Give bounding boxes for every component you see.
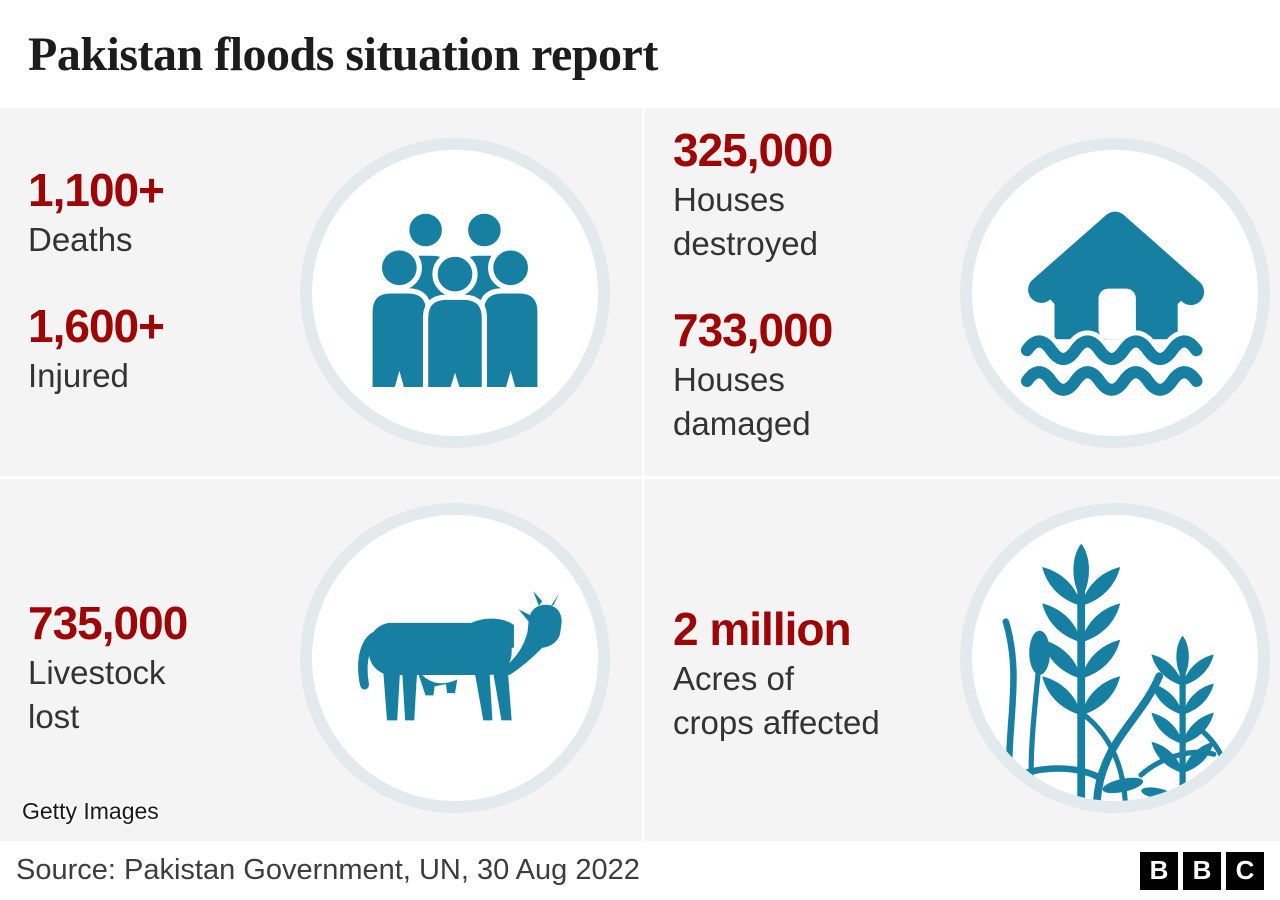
stat-crops: 2 million Acres of crops affected [673,603,880,745]
stat-houses-destroyed: 325,000 Houses destroyed [673,124,833,266]
deaths-label: Deaths [28,220,133,258]
houses-destroyed-value: 325,000 [673,124,833,176]
stat-livestock: 735,000 Livestock lost [28,597,188,739]
panel-livestock: 735,000 Livestock lost [0,479,642,841]
footer: Source: Pakistan Government, UN, 30 Aug … [0,841,1280,900]
crops-stats: 2 million Acres of crops affected [673,603,880,785]
bbc-logo-letter: B [1183,851,1221,890]
houses-damaged-value: 733,000 [673,304,833,357]
casualties-stats: 1,100+ Deaths 1,600+ Injured [28,164,165,438]
header: Pakistan floods situation report [0,0,1280,108]
stat-injured: 1,600+ Injured [28,299,165,398]
livestock-stats: 735,000 Livestock lost [28,597,188,779]
bbc-logo: B B C [1140,851,1264,890]
injured-label: Injured [28,356,129,394]
wheat-crops-icon [960,503,1270,813]
page-title: Pakistan floods situation report [28,27,658,81]
panel-casualties: 1,100+ Deaths 1,600+ Injured [0,108,642,476]
cow-icon [300,503,610,813]
stat-houses-damaged: 733,000 Houses damaged [673,304,833,446]
houses-stats: 325,000 Houses destroyed 733,000 Houses … [673,124,833,476]
injured-value: 1,600+ [28,299,165,352]
deaths-value: 1,100+ [28,164,165,216]
stat-deaths: 1,100+ Deaths [28,164,165,262]
panel-houses: 325,000 Houses destroyed 733,000 Houses … [645,108,1280,476]
bbc-logo-letter: C [1226,851,1264,890]
houses-destroyed-label: Houses destroyed [673,180,818,262]
flooded-house-icon [960,138,1270,448]
houses-damaged-label: Houses damaged [673,360,811,442]
crops-label: Acres of crops affected [673,659,880,741]
livestock-value: 735,000 [28,597,188,649]
livestock-label: Livestock lost [28,653,166,735]
bbc-logo-letter: B [1140,851,1178,890]
panel-crops: 2 million Acres of crops affected [645,479,1280,841]
image-credit: Getty Images [22,798,159,824]
crops-value: 2 million [673,603,852,655]
stats-grid: 1,100+ Deaths 1,600+ Injured [0,108,1280,841]
people-group-icon [300,138,610,448]
source-text: Source: Pakistan Government, UN, 30 Aug … [16,854,640,886]
